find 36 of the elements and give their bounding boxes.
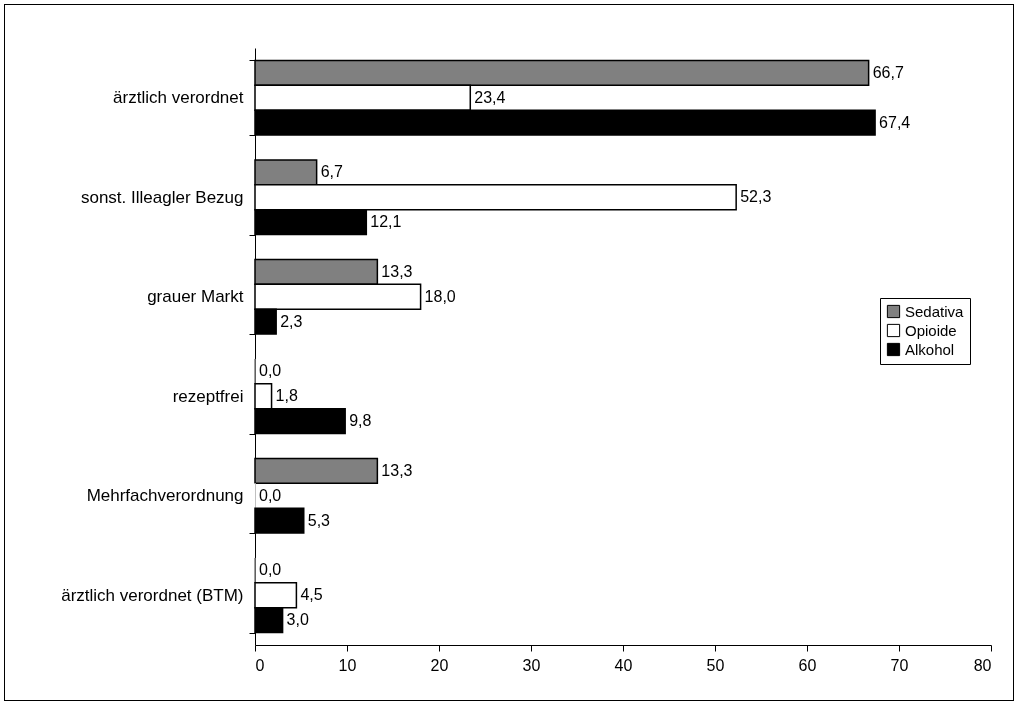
data-label: 1,8	[275, 387, 298, 405]
y-tick-label: Mehrfachverordnung	[86, 486, 244, 506]
data-label: 52,3	[740, 188, 772, 206]
data-label: 9,8	[349, 412, 372, 430]
y-tick-label: ärztlich verordnet (BTM)	[61, 585, 244, 605]
y-tick-label: grauer Markt	[147, 287, 244, 307]
data-label: 23,4	[474, 88, 506, 106]
y-tick-label: rezeptfrei	[172, 386, 244, 406]
x-tick-label: 40	[614, 656, 633, 674]
data-label: 18,0	[424, 287, 456, 305]
data-label: 0,0	[259, 561, 282, 579]
data-label: 66,7	[872, 63, 904, 81]
data-label: 5,3	[307, 511, 331, 529]
data-label: 3,0	[286, 611, 309, 629]
legend-label: Sedativa	[905, 302, 965, 320]
data-label: 0,0	[259, 362, 282, 380]
y-tick-label: ärztlich verordnet	[113, 88, 244, 108]
legend-label: Alkohol	[905, 340, 955, 358]
x-tick-label: 80	[973, 656, 992, 674]
data-label: 67,4	[879, 113, 911, 131]
x-tick-label: 60	[798, 656, 817, 674]
data-label: 13,3	[381, 262, 413, 280]
legend-label: Opioide	[905, 321, 957, 339]
y-tick-label: sonst. Illeagler Bezug	[80, 187, 244, 207]
x-tick-label: 20	[430, 656, 449, 674]
data-label: 12,1	[370, 213, 402, 231]
data-label: 0,0	[259, 486, 282, 504]
x-tick-label: 50	[706, 656, 725, 674]
data-label: 4,5	[300, 586, 323, 604]
data-label: 6,7	[320, 163, 343, 181]
x-tick-label: 10	[338, 656, 357, 674]
data-label: 2,3	[280, 312, 303, 330]
x-tick-label: 70	[890, 656, 909, 674]
data-label: 13,3	[381, 461, 413, 479]
x-tick-label: 0	[255, 656, 265, 674]
x-tick-label: 30	[522, 656, 541, 674]
